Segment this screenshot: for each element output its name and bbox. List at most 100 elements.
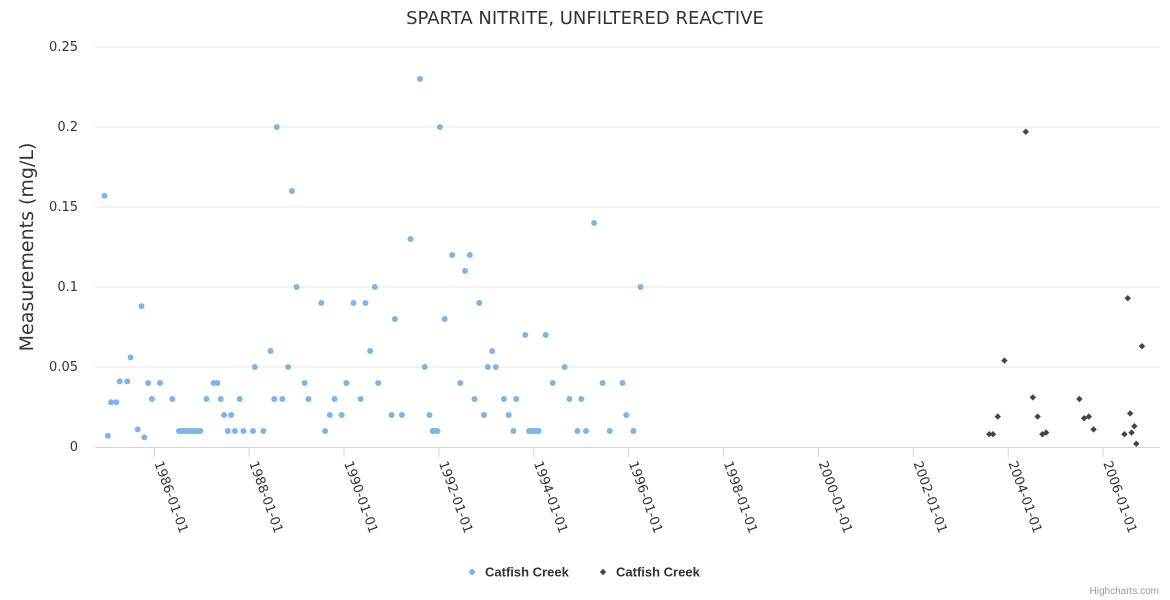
data-point[interactable]: [231, 428, 238, 434]
data-point[interactable]: [492, 364, 499, 370]
data-point[interactable]: [637, 284, 644, 290]
data-point[interactable]: [1133, 440, 1140, 447]
data-point[interactable]: [301, 380, 308, 386]
data-point[interactable]: [484, 364, 491, 370]
data-point[interactable]: [156, 380, 163, 386]
data-point[interactable]: [116, 378, 123, 385]
data-point[interactable]: [134, 426, 141, 433]
data-point[interactable]: [986, 431, 993, 438]
credits-link[interactable]: Highcharts.com: [1090, 586, 1159, 597]
data-point[interactable]: [236, 396, 243, 402]
data-point[interactable]: [1121, 431, 1128, 438]
data-point[interactable]: [267, 348, 274, 354]
data-point[interactable]: [476, 300, 483, 306]
data-point[interactable]: [1131, 423, 1138, 430]
data-point[interactable]: [357, 396, 364, 402]
data-point[interactable]: [124, 378, 131, 385]
data-point[interactable]: [1085, 413, 1093, 420]
data-point[interactable]: [104, 432, 111, 439]
data-point[interactable]: [108, 399, 115, 406]
data-point[interactable]: [388, 412, 395, 418]
data-point[interactable]: [630, 428, 637, 434]
data-point[interactable]: [426, 412, 433, 418]
data-point[interactable]: [214, 380, 221, 386]
data-point[interactable]: [407, 236, 414, 242]
data-point[interactable]: [994, 413, 1001, 420]
data-point[interactable]: [513, 396, 520, 402]
data-point[interactable]: [489, 348, 496, 354]
data-point[interactable]: [350, 300, 357, 306]
data-point[interactable]: [271, 396, 278, 402]
data-point[interactable]: [224, 428, 231, 434]
data-point[interactable]: [599, 380, 606, 386]
data-point[interactable]: [441, 316, 448, 322]
data-point[interactable]: [362, 300, 369, 306]
data-point[interactable]: [371, 284, 378, 290]
data-point[interactable]: [510, 428, 517, 434]
data-point[interactable]: [457, 380, 464, 386]
data-point[interactable]: [434, 428, 441, 434]
data-point[interactable]: [1128, 429, 1135, 436]
data-point[interactable]: [535, 428, 542, 434]
data-point[interactable]: [288, 188, 295, 194]
data-point[interactable]: [421, 364, 428, 370]
data-point[interactable]: [542, 332, 549, 338]
data-point[interactable]: [145, 380, 152, 386]
data-point[interactable]: [249, 428, 256, 434]
data-point[interactable]: [338, 412, 345, 418]
data-point[interactable]: [138, 303, 145, 310]
data-point[interactable]: [305, 396, 312, 402]
data-point[interactable]: [203, 396, 210, 402]
data-point[interactable]: [1138, 343, 1146, 350]
data-point[interactable]: [279, 396, 286, 402]
data-point[interactable]: [471, 396, 478, 402]
data-point[interactable]: [260, 428, 267, 434]
data-point[interactable]: [462, 268, 469, 274]
data-point[interactable]: [1076, 395, 1083, 403]
data-point[interactable]: [113, 399, 120, 406]
data-point[interactable]: [591, 220, 598, 226]
data-point[interactable]: [989, 431, 997, 438]
data-point[interactable]: [1034, 413, 1041, 420]
data-point[interactable]: [1042, 429, 1050, 436]
data-point[interactable]: [578, 396, 585, 402]
data-point[interactable]: [436, 124, 443, 130]
data-point[interactable]: [1029, 394, 1037, 401]
data-point[interactable]: [293, 284, 300, 290]
data-point[interactable]: [505, 412, 512, 418]
data-point[interactable]: [221, 412, 228, 418]
data-point[interactable]: [1090, 426, 1097, 433]
data-point[interactable]: [217, 396, 224, 402]
data-point[interactable]: [1126, 410, 1134, 417]
data-point[interactable]: [1001, 357, 1008, 364]
data-point[interactable]: [574, 428, 581, 434]
data-point[interactable]: [318, 300, 325, 306]
data-point[interactable]: [148, 396, 155, 402]
data-point[interactable]: [228, 412, 235, 418]
data-point[interactable]: [480, 412, 487, 418]
data-point[interactable]: [549, 380, 556, 386]
data-point[interactable]: [322, 428, 329, 434]
data-point[interactable]: [1124, 295, 1131, 302]
data-point[interactable]: [331, 396, 338, 402]
data-point[interactable]: [522, 332, 529, 338]
data-point[interactable]: [391, 316, 398, 322]
data-point[interactable]: [101, 192, 108, 199]
legend-item-1[interactable]: Catfish Creek: [599, 565, 701, 580]
legend-item-0[interactable]: Catfish Creek: [469, 565, 570, 580]
data-point[interactable]: [416, 76, 423, 82]
data-point[interactable]: [1022, 128, 1029, 135]
data-point[interactable]: [561, 364, 568, 370]
data-point[interactable]: [169, 396, 176, 402]
data-point[interactable]: [127, 354, 134, 361]
data-point[interactable]: [449, 252, 456, 258]
data-point[interactable]: [285, 364, 292, 370]
data-point[interactable]: [343, 380, 350, 386]
data-point[interactable]: [619, 380, 626, 386]
data-point[interactable]: [582, 428, 589, 434]
data-point[interactable]: [367, 348, 374, 354]
data-point[interactable]: [566, 396, 573, 402]
data-point[interactable]: [240, 428, 247, 434]
data-point[interactable]: [466, 252, 473, 258]
data-point[interactable]: [197, 428, 204, 434]
